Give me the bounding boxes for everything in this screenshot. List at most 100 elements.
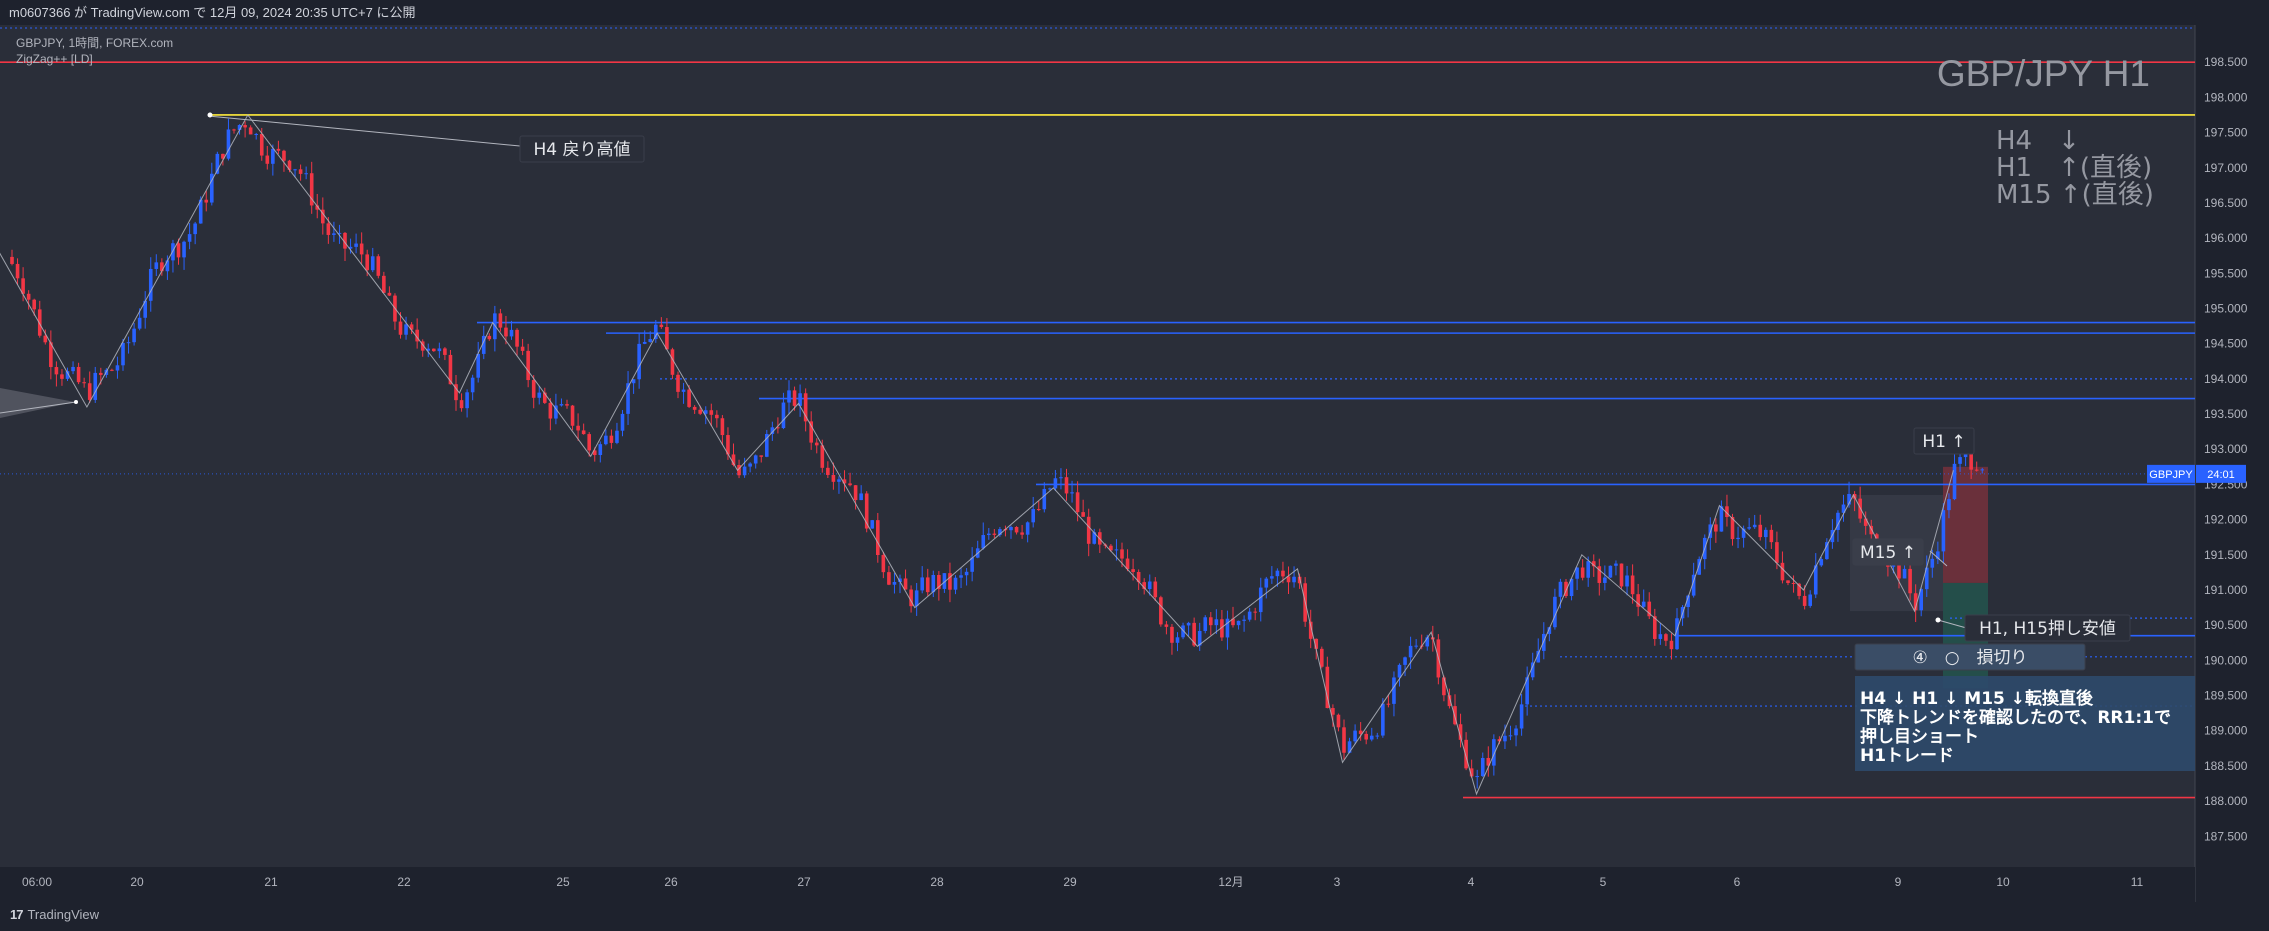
candle-body <box>504 327 508 337</box>
candle-body <box>1175 637 1180 643</box>
candle-body <box>1125 558 1130 570</box>
y-tick-label: 190.000 <box>2204 653 2248 667</box>
symbol-legend: GBPJPY, 1時間, FOREX.com <box>16 36 174 50</box>
candle-body <box>1092 532 1097 544</box>
candle-body <box>198 199 203 224</box>
y-tick-label: 195.000 <box>2204 301 2248 315</box>
countdown-badge[interactable] <box>2196 464 2246 483</box>
candle-body <box>1647 601 1652 617</box>
candle-body <box>1214 619 1219 626</box>
candle-body <box>964 571 969 576</box>
candle-body <box>115 365 120 371</box>
candle-body <box>1081 512 1085 517</box>
candle-body <box>1924 567 1929 590</box>
candle-body <box>870 520 875 529</box>
candle-body <box>1530 662 1535 678</box>
x-tick-label: 28 <box>930 875 944 889</box>
candle-body <box>792 390 797 406</box>
candle-body <box>465 392 469 409</box>
candle-body <box>1342 727 1346 753</box>
candle-body <box>1286 576 1291 583</box>
candle-body <box>1958 457 1962 464</box>
candle-body <box>1625 575 1629 587</box>
candle-body <box>1036 509 1041 511</box>
candle-body <box>287 160 292 170</box>
x-tick-label: 6 <box>1734 875 1741 889</box>
candle-body <box>248 127 253 135</box>
candle-body <box>1952 463 1957 500</box>
price-chart[interactable]: 198.500 198.000 197.500 197.000 196.500 196.0… <box>0 25 2269 902</box>
candle-body <box>1614 563 1618 566</box>
candle-body <box>49 342 53 368</box>
candle-body <box>1469 768 1474 777</box>
candle-body <box>409 324 414 330</box>
candle-body <box>1192 622 1196 646</box>
candle-body <box>1758 524 1763 538</box>
candle-body <box>76 366 81 383</box>
h4-pullback-label-box <box>519 135 645 163</box>
candle-body <box>631 379 636 384</box>
x-tick-label: 29 <box>1063 875 1077 889</box>
candle-body <box>121 342 125 366</box>
candle-body <box>309 173 314 206</box>
candle-body <box>659 324 664 328</box>
tradingview-logo[interactable]: 17 TradingView <box>10 907 99 922</box>
candle-body <box>254 134 258 136</box>
candle-body <box>10 256 14 264</box>
candle-body <box>1653 616 1657 639</box>
candle-body <box>1181 625 1185 638</box>
push-low-label[interactable]: H1, H15押し安値 <box>1964 614 2131 642</box>
stop-loss-label-text: ④ ○ 損切り <box>1912 648 2027 668</box>
candle-body <box>526 350 530 381</box>
candle-body <box>1797 583 1801 596</box>
candle-body <box>881 555 886 573</box>
zigzag-line[interactable] <box>0 114 1954 796</box>
candle-body <box>1392 677 1396 704</box>
candle-body <box>1697 559 1701 575</box>
candle-body <box>1947 499 1951 511</box>
candle-body <box>1686 595 1690 608</box>
x-tick-label: 21 <box>264 875 278 889</box>
candle-body <box>1719 506 1724 532</box>
candle-body <box>914 590 919 607</box>
y-tick-label: 194.500 <box>2204 337 2248 351</box>
candle-body <box>1813 565 1818 595</box>
candle-body <box>1447 695 1452 707</box>
candle-body <box>1969 453 1973 470</box>
y-tick-label: 191.500 <box>2204 548 2248 562</box>
candle-body <box>43 335 48 343</box>
stop-loss-label[interactable]: ④ ○ 損切り <box>1854 643 2086 671</box>
symbol-price-badge[interactable] <box>2147 464 2195 483</box>
indicator-legend[interactable]: ZigZag++ [LD] <box>16 52 93 66</box>
candle-body <box>1142 582 1146 590</box>
y-tick-label: 197.000 <box>2204 161 2248 175</box>
candle-body <box>1519 704 1524 729</box>
candle-body <box>1258 587 1263 613</box>
trade-note[interactable]: H4 ↓ H1 ↓ M15 ↓転換直後下降トレンドを確認したので、RR1:1で押… <box>1855 676 2195 771</box>
candle-body <box>1508 735 1513 737</box>
candle-body <box>620 413 625 431</box>
time-axis[interactable] <box>0 867 2195 902</box>
push-low-marker <box>1935 617 1941 623</box>
candle-body <box>531 380 536 398</box>
candle-body <box>304 173 308 175</box>
h4-pullback-label[interactable]: H4 戻り高値 <box>519 135 645 163</box>
candle-body <box>1736 537 1740 540</box>
candle-body <box>326 223 331 235</box>
candle-body <box>715 414 719 419</box>
candle-body <box>276 148 281 151</box>
candle-body <box>1170 626 1174 643</box>
x-tick-label: 26 <box>664 875 678 889</box>
stop-zone[interactable] <box>1943 466 1988 583</box>
h1-up-label[interactable]: H1 ↑ <box>1913 427 1975 455</box>
candle-body <box>437 348 442 352</box>
price-axis[interactable] <box>2195 25 2269 902</box>
candle-body <box>1486 757 1491 766</box>
candle-body <box>1131 569 1135 573</box>
chart-area[interactable]: 198.500 198.000 197.500 197.000 196.500 196.0… <box>0 25 2269 902</box>
candle-body <box>354 243 358 247</box>
candle-body <box>1603 577 1607 583</box>
m15-up-label[interactable]: M15 ↑ <box>1852 538 1924 566</box>
candle-body <box>515 329 519 347</box>
candle-body <box>237 124 242 131</box>
